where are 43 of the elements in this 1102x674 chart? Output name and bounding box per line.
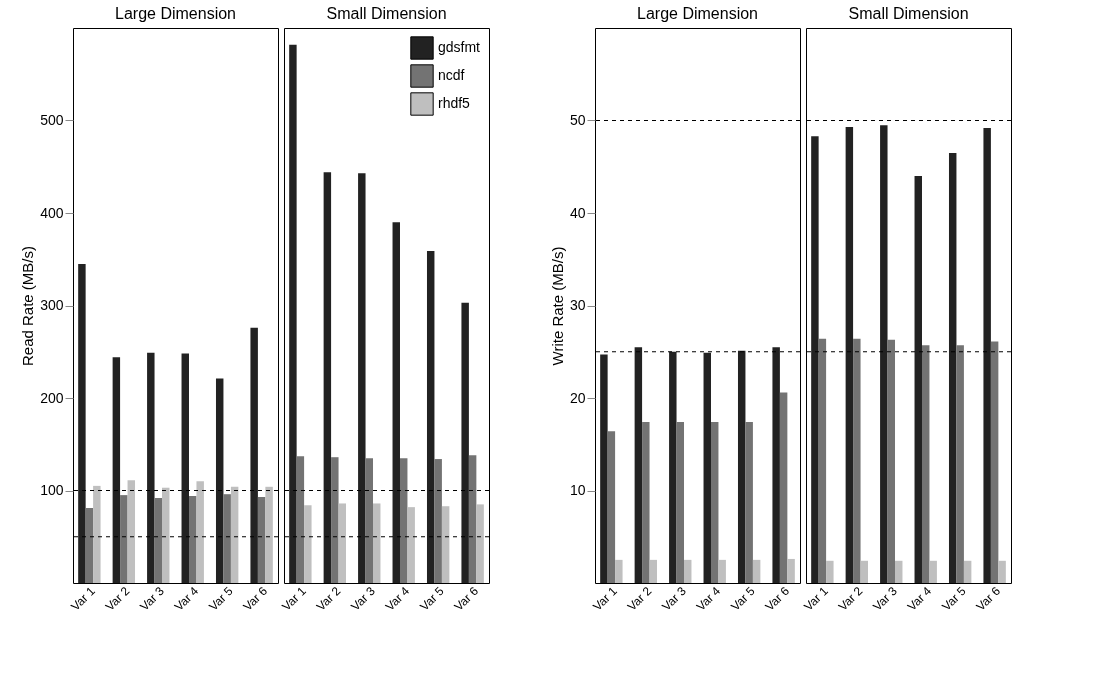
x-tick-label: Var 1 [590, 583, 621, 614]
chart-title: Small Dimension [848, 5, 969, 22]
x-tick-label: Var 6 [240, 583, 271, 614]
y-tick-label: 40 [569, 204, 586, 221]
x-tick-label: Var 1 [68, 583, 99, 614]
x-tick-label: Var 5 [206, 583, 236, 614]
y-axis-title: Read Rate (MB/s) [19, 245, 37, 367]
y-tick-label: 200 [40, 389, 64, 406]
y-tick-label: 500 [40, 112, 64, 128]
x-tick-label: Var 4 [904, 583, 935, 614]
chart-title: Large Dimension [637, 5, 758, 22]
y-axis-title: Write Rate (MB/s) [548, 246, 566, 366]
x-tick-label: Var 5 [939, 583, 969, 614]
y-tick-label: 50 [569, 112, 586, 128]
chart-title: Large Dimension [115, 5, 236, 22]
x-tick-label: Var 3 [659, 583, 689, 614]
x-tick-label: Var 4 [693, 583, 724, 614]
legend-label: ncdf [438, 67, 465, 83]
y-tick-label: 30 [569, 297, 586, 313]
x-tick-label: Var 2 [624, 583, 655, 614]
x-tick-label: Var 1 [801, 583, 832, 614]
x-tick-label: Var 5 [417, 583, 447, 614]
chart-title: Small Dimension [326, 5, 447, 22]
x-tick-label: Var 2 [102, 583, 133, 614]
legend-label: gdsfmt [438, 39, 481, 55]
y-tick-label: 300 [40, 297, 64, 313]
x-tick-label: Var 5 [728, 583, 758, 614]
y-tick-label: 10 [569, 482, 586, 498]
x-tick-label: Var 6 [762, 583, 793, 614]
y-tick-label: 100 [40, 482, 64, 498]
x-tick-label: Var 3 [137, 583, 167, 614]
y-tick-label: 20 [569, 389, 586, 406]
x-tick-label: Var 4 [171, 583, 202, 614]
x-tick-label: Var 6 [973, 583, 1004, 614]
legend-label: rhdf5 [438, 95, 471, 111]
x-tick-label: Var 2 [313, 583, 344, 614]
x-tick-label: Var 3 [348, 583, 378, 614]
y-tick-label: 400 [40, 204, 64, 221]
x-tick-label: Var 1 [279, 583, 310, 614]
x-tick-label: Var 3 [870, 583, 900, 614]
x-tick-label: Var 2 [835, 583, 866, 614]
x-tick-label: Var 6 [451, 583, 482, 614]
x-tick-label: Var 4 [382, 583, 413, 614]
